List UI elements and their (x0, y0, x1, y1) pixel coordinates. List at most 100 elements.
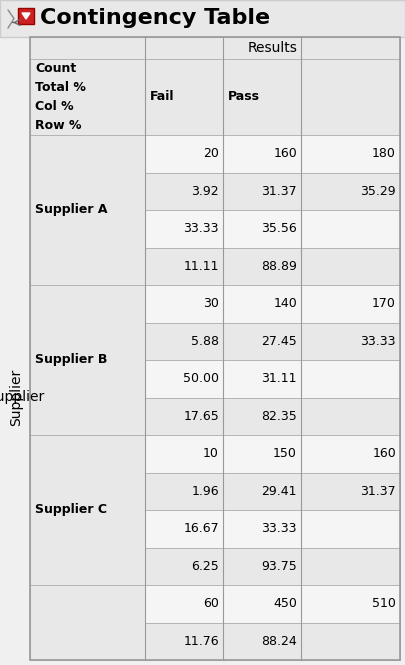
Text: 140: 140 (273, 297, 297, 311)
Text: 6.25: 6.25 (191, 560, 219, 573)
Polygon shape (22, 13, 30, 19)
Bar (223, 622, 301, 660)
Bar (223, 59, 301, 135)
Text: 180: 180 (372, 147, 396, 160)
Text: 11.11: 11.11 (183, 260, 219, 273)
Text: 60: 60 (203, 597, 219, 610)
Bar (301, 172, 400, 210)
Bar (145, 172, 223, 210)
Bar (145, 247, 223, 285)
Bar (223, 585, 301, 622)
Bar (301, 398, 400, 435)
Text: 27.45: 27.45 (261, 334, 297, 348)
Bar (223, 473, 301, 510)
Bar (30, 435, 145, 585)
Bar (301, 510, 400, 547)
Text: 11.76: 11.76 (183, 635, 219, 648)
Text: Supplier: Supplier (0, 390, 45, 404)
Bar (223, 323, 301, 360)
Bar (223, 285, 301, 323)
Bar (223, 210, 301, 247)
Bar (301, 323, 400, 360)
Bar (145, 510, 223, 547)
Text: 35.56: 35.56 (261, 222, 297, 235)
Bar (30, 285, 145, 435)
Text: 10: 10 (203, 448, 219, 460)
Text: 31.37: 31.37 (360, 485, 396, 497)
Bar (223, 510, 301, 547)
Bar (301, 247, 400, 285)
Text: 30: 30 (203, 297, 219, 311)
Text: 33.33: 33.33 (360, 334, 396, 348)
Text: 510: 510 (372, 597, 396, 610)
Bar (301, 473, 400, 510)
Bar (301, 210, 400, 247)
Text: Supplier A: Supplier A (35, 203, 107, 217)
Bar (301, 59, 400, 135)
Bar (301, 435, 400, 473)
Text: 93.75: 93.75 (261, 560, 297, 573)
Text: 5.88: 5.88 (191, 334, 219, 348)
Bar (18, 8, 34, 24)
Text: Supplier: Supplier (9, 369, 23, 426)
Bar (301, 135, 400, 172)
Bar (145, 585, 223, 622)
Text: 31.37: 31.37 (261, 185, 297, 198)
Text: 50.00: 50.00 (183, 372, 219, 385)
Text: Total %: Total % (35, 81, 86, 94)
Bar (301, 285, 400, 323)
Text: 3.92: 3.92 (192, 185, 219, 198)
Text: 1.96: 1.96 (192, 485, 219, 497)
Text: 82.35: 82.35 (261, 410, 297, 423)
Bar (301, 360, 400, 398)
Text: Fail: Fail (150, 90, 175, 104)
Text: Results: Results (247, 41, 297, 55)
Bar (30, 59, 145, 135)
Text: 88.24: 88.24 (261, 635, 297, 648)
Bar (30, 585, 145, 660)
Bar (145, 285, 223, 323)
Bar (301, 622, 400, 660)
Text: 160: 160 (372, 448, 396, 460)
Text: 17.65: 17.65 (183, 410, 219, 423)
Bar (145, 473, 223, 510)
Bar (223, 398, 301, 435)
Text: 35.29: 35.29 (360, 185, 396, 198)
Text: Contingency Table: Contingency Table (40, 9, 270, 29)
Text: Pass: Pass (228, 90, 260, 104)
Text: 20: 20 (203, 147, 219, 160)
Bar (301, 547, 400, 585)
Text: 31.11: 31.11 (262, 372, 297, 385)
Bar (0, 0, 405, 37)
Text: 450: 450 (273, 597, 297, 610)
Text: 16.67: 16.67 (183, 522, 219, 535)
Text: Supplier B: Supplier B (35, 354, 107, 366)
Bar (30, 37, 400, 59)
Bar (223, 172, 301, 210)
Bar (223, 360, 301, 398)
Bar (145, 360, 223, 398)
Text: 33.33: 33.33 (262, 522, 297, 535)
Bar (145, 547, 223, 585)
Text: 88.89: 88.89 (261, 260, 297, 273)
Text: 160: 160 (273, 147, 297, 160)
Bar (223, 135, 301, 172)
Bar (145, 435, 223, 473)
Bar (223, 547, 301, 585)
Text: 150: 150 (273, 448, 297, 460)
Text: 170: 170 (372, 297, 396, 311)
Bar (145, 398, 223, 435)
Bar (223, 435, 301, 473)
Bar (145, 622, 223, 660)
Text: Col %: Col % (35, 100, 74, 113)
Text: Count: Count (35, 62, 76, 75)
Bar (30, 135, 145, 285)
Bar (301, 585, 400, 622)
Text: 29.41: 29.41 (262, 485, 297, 497)
Text: Row %: Row % (35, 119, 81, 132)
Bar (145, 210, 223, 247)
Bar (145, 135, 223, 172)
Text: Supplier C: Supplier C (35, 503, 107, 517)
Bar (223, 247, 301, 285)
Text: 33.33: 33.33 (183, 222, 219, 235)
